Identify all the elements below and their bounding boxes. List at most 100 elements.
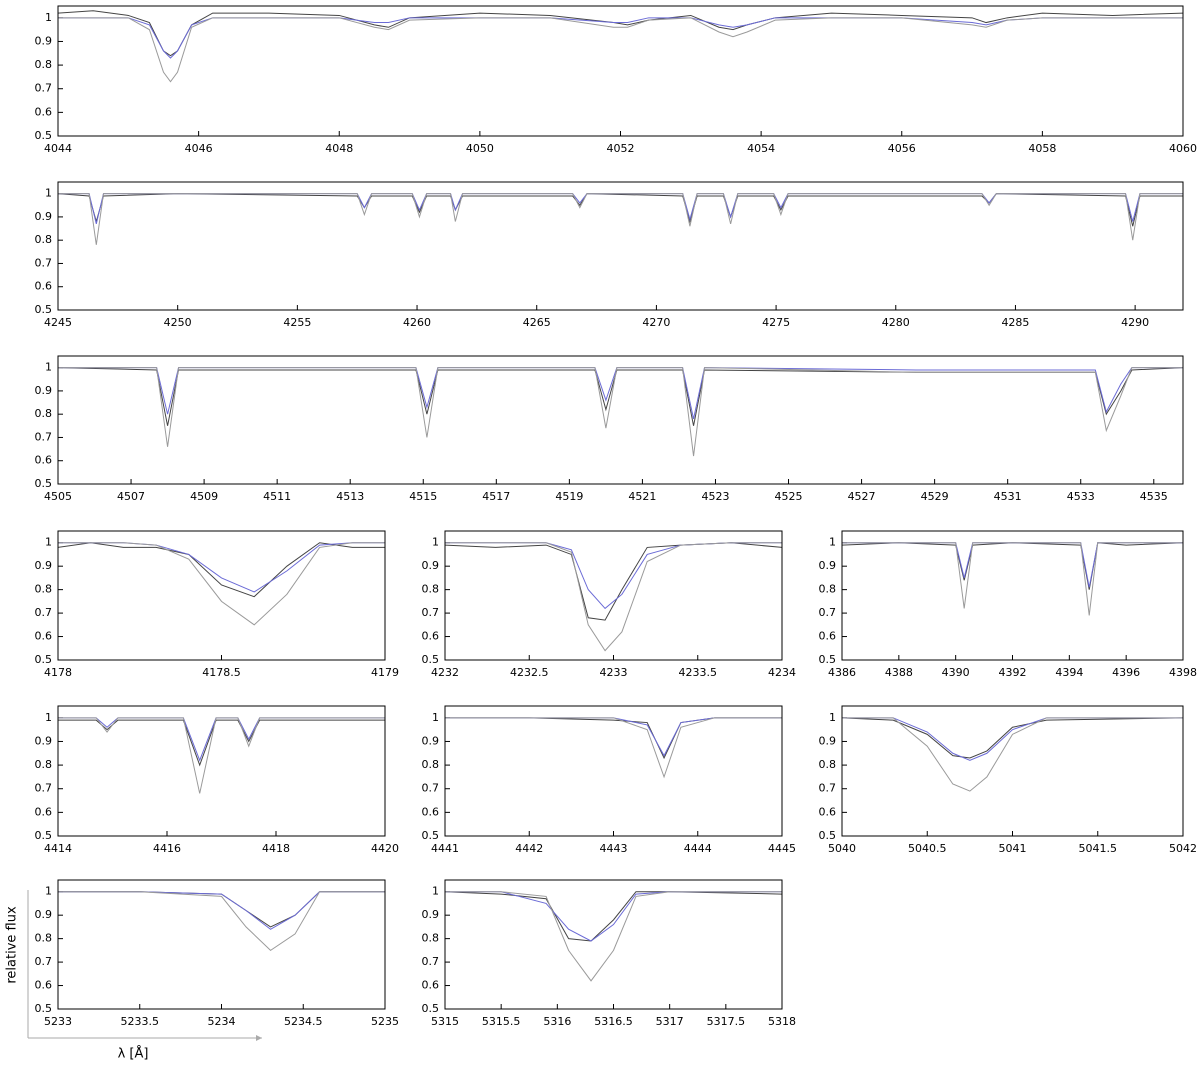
y-tick-label: 0.7 bbox=[35, 82, 53, 95]
spectrum-line bbox=[58, 193, 1183, 225]
y-tick-label: 0.6 bbox=[35, 805, 53, 818]
y-tick-label: 0.7 bbox=[819, 606, 837, 619]
spectrum-line bbox=[842, 542, 1183, 590]
x-tick-label: 4178 bbox=[44, 666, 72, 679]
y-tick-label: 0.8 bbox=[422, 758, 440, 771]
spectrum-line bbox=[58, 891, 385, 930]
x-tick-label: 5040 bbox=[828, 842, 856, 855]
x-tick-label: 4178.5 bbox=[202, 666, 241, 679]
y-tick-label: 0.5 bbox=[819, 653, 837, 666]
y-tick-label: 0.7 bbox=[422, 606, 440, 619]
y-tick-label: 0.7 bbox=[35, 430, 53, 443]
y-tick-label: 0.5 bbox=[35, 477, 53, 490]
x-tick-label: 5233 bbox=[44, 1015, 72, 1028]
x-tick-label: 4058 bbox=[1028, 142, 1056, 155]
y-tick-label: 1 bbox=[432, 885, 439, 898]
y-tick-label: 0.7 bbox=[422, 782, 440, 795]
y-tick-label: 0.6 bbox=[35, 105, 53, 118]
x-tick-label: 5235 bbox=[371, 1015, 399, 1028]
x-tick-label: 5233.5 bbox=[121, 1015, 160, 1028]
spectrum-line bbox=[445, 891, 782, 982]
spectrum-line bbox=[58, 193, 1183, 227]
y-tick-label: 1 bbox=[45, 711, 52, 724]
x-tick-label: 4535 bbox=[1140, 490, 1168, 503]
plot-area bbox=[58, 717, 385, 794]
x-tick-label: 4443 bbox=[600, 842, 628, 855]
plot-area bbox=[842, 542, 1183, 616]
x-tick-label: 4255 bbox=[283, 316, 311, 329]
x-tick-label: 4394 bbox=[1055, 666, 1083, 679]
x-arrow-head bbox=[256, 1035, 262, 1041]
y-tick-label: 0.6 bbox=[35, 979, 53, 992]
x-tick-label: 5040.5 bbox=[908, 842, 947, 855]
y-tick-label: 0.5 bbox=[35, 303, 53, 316]
x-tick-label: 4054 bbox=[747, 142, 775, 155]
y-tick-label: 0.5 bbox=[422, 1002, 440, 1015]
y-tick-label: 0.9 bbox=[819, 559, 837, 572]
plot-area bbox=[445, 891, 782, 982]
y-tick-label: 0.8 bbox=[422, 932, 440, 945]
x-tick-label: 4398 bbox=[1169, 666, 1197, 679]
spectrum-line bbox=[58, 717, 385, 794]
plot-area bbox=[58, 891, 385, 951]
y-tick-label: 0.6 bbox=[35, 630, 53, 643]
spectrum-line bbox=[445, 542, 782, 652]
plot-area bbox=[58, 193, 1183, 245]
x-tick-label: 4515 bbox=[409, 490, 437, 503]
spectrum-line bbox=[58, 367, 1183, 426]
spectrum-line bbox=[58, 367, 1183, 457]
x-tick-label: 4275 bbox=[762, 316, 790, 329]
spectrum-line bbox=[58, 891, 385, 951]
frame bbox=[841, 530, 1184, 661]
y-tick-label: 0.9 bbox=[422, 559, 440, 572]
x-tick-label: 4232.5 bbox=[510, 666, 549, 679]
x-tick-label: 4533 bbox=[1067, 490, 1095, 503]
x-tick-label: 5317.5 bbox=[707, 1015, 746, 1028]
spectrum-line bbox=[445, 542, 782, 621]
x-tick-label: 4265 bbox=[523, 316, 551, 329]
x-tick-label: 4046 bbox=[185, 142, 213, 155]
y-tick-label: 0.8 bbox=[35, 758, 53, 771]
y-tick-label: 0.5 bbox=[35, 653, 53, 666]
plot-area bbox=[58, 542, 385, 626]
x-tick-label: 4285 bbox=[1001, 316, 1029, 329]
y-tick-label: 0.8 bbox=[35, 932, 53, 945]
x-tick-label: 5234 bbox=[208, 1015, 236, 1028]
x-tick-label: 4052 bbox=[607, 142, 635, 155]
frame bbox=[841, 705, 1184, 837]
spectrum-line bbox=[58, 542, 385, 626]
x-tick-label: 4523 bbox=[701, 490, 729, 503]
plot-area bbox=[58, 367, 1183, 457]
x-tick-label: 4531 bbox=[994, 490, 1022, 503]
spectrum-line bbox=[445, 717, 782, 760]
x-tick-label: 4416 bbox=[153, 842, 181, 855]
y-tick-label: 0.7 bbox=[35, 782, 53, 795]
y-tick-label: 1 bbox=[45, 11, 52, 24]
spectrum-line bbox=[445, 717, 782, 757]
plot-area bbox=[445, 717, 782, 779]
x-tick-label: 5316 bbox=[543, 1015, 571, 1028]
y-tick-label: 0.7 bbox=[422, 955, 440, 968]
y-tick-label: 0.5 bbox=[35, 829, 53, 842]
y-tick-label: 0.5 bbox=[422, 829, 440, 842]
x-tick-label: 4245 bbox=[44, 316, 72, 329]
x-tick-label: 4511 bbox=[263, 490, 291, 503]
x-tick-label: 4513 bbox=[336, 490, 364, 503]
x-tick-label: 5042 bbox=[1169, 842, 1197, 855]
y-tick-label: 0.5 bbox=[422, 653, 440, 666]
x-tick-label: 4527 bbox=[848, 490, 876, 503]
y-tick-label: 1 bbox=[45, 536, 52, 549]
frame bbox=[444, 530, 783, 661]
x-tick-label: 4525 bbox=[775, 490, 803, 503]
x-tick-label: 4232 bbox=[431, 666, 459, 679]
spectrum-line bbox=[842, 542, 1183, 616]
y-tick-label: 0.5 bbox=[35, 129, 53, 142]
frame bbox=[57, 5, 1184, 137]
y-tick-label: 0.5 bbox=[819, 829, 837, 842]
spectrum-line bbox=[58, 17, 1183, 83]
y-tick-label: 0.7 bbox=[35, 256, 53, 269]
x-tick-label: 4418 bbox=[262, 842, 290, 855]
y-tick-label: 0.9 bbox=[35, 34, 53, 47]
x-tick-label: 4507 bbox=[117, 490, 145, 503]
y-tick-label: 0.7 bbox=[35, 606, 53, 619]
